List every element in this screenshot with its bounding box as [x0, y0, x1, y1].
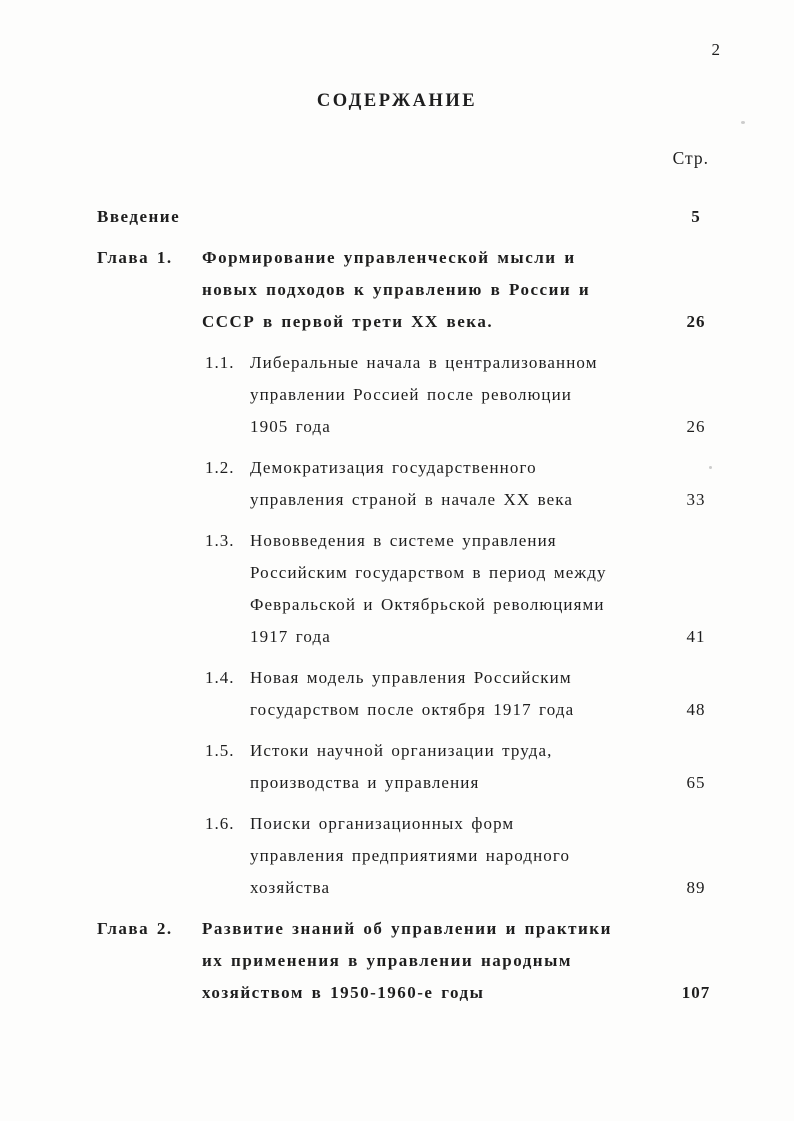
toc-entry-title: Истоки научной организации труда, произво…: [250, 735, 794, 799]
toc-entry-title-line: Развитие знаний об управлении и практики: [202, 919, 612, 938]
scan-speck: [709, 466, 712, 469]
toc-entry-label: 1.4.: [205, 668, 235, 687]
toc-entry-page: 33: [686, 490, 706, 509]
toc-entry-page: 48: [686, 700, 706, 719]
toc-entry-label: Глава 1.: [97, 248, 173, 267]
toc-entry-page: 26: [686, 312, 706, 331]
toc-entry-title-line: Нововведения в системе управления: [250, 531, 557, 550]
toc-entry-page: 26: [686, 417, 706, 436]
toc-entry-label: 1.5.: [205, 741, 235, 760]
toc-entry-title: Развитие знаний об управлении и практики…: [202, 913, 794, 1009]
toc-entry: 1.3. Нововведения в системе управления Рос…: [0, 525, 794, 653]
toc-entry-title: Либеральные начала в централизованном упр…: [250, 347, 794, 443]
toc-entry-title-line: Российским государством в период между: [250, 563, 607, 582]
toc-entry-title-line: управления предприятиями народного: [250, 846, 571, 865]
toc-entry-page: 107: [681, 983, 711, 1002]
toc-entry-page: 41: [686, 627, 706, 646]
toc-entry: Введение 5: [0, 201, 794, 233]
toc-entry-title-line: хозяйства: [250, 878, 331, 897]
toc-entry: Глава 1. Формирование управленческой мысл…: [0, 242, 794, 338]
scan-speck: [741, 121, 745, 124]
toc-entry-title-line: хозяйством в 1950-1960-е годы: [202, 983, 485, 1002]
page-column-header: Стр.: [672, 148, 709, 168]
toc-entry: 1.2. Демократизация государственного управ…: [0, 452, 794, 516]
table-of-contents: Введение 5 Глава 1. Формирование управленче…: [0, 201, 794, 1018]
toc-entry: Глава 2. Развитие знаний об управлении и …: [0, 913, 794, 1009]
toc-entry-page: 5: [691, 207, 701, 226]
toc-entry-title-line: управления страной в начале XX века: [250, 490, 573, 509]
toc-entry-label: Введение: [97, 207, 181, 226]
toc-entry-title-line: новых подходов к управлению в России и: [202, 280, 591, 299]
toc-entry-title-line: СССР в первой трети XX века.: [202, 312, 494, 331]
toc-entry-title-line: Истоки научной организации труда,: [250, 741, 553, 760]
toc-entry-title-line: управлении Россией после революции: [250, 385, 573, 404]
toc-entry: 1.5. Истоки научной организации труда, про…: [0, 735, 794, 799]
toc-entry-title-line: Формирование управленческой мысли и: [202, 248, 576, 267]
toc-entry-title-line: государством после октября 1917 года: [250, 700, 575, 719]
toc-entry: 1.1. Либеральные начала в централизованно…: [0, 347, 794, 443]
toc-entry-label: Глава 2.: [97, 919, 173, 938]
toc-entry-page: 65: [686, 773, 706, 792]
toc-entry: 1.6. Поиски организационных форм управлени…: [0, 808, 794, 904]
toc-entry: 1.4. Новая модель управления Российским го…: [0, 662, 794, 726]
toc-entry-title-line: их применения в управлении народным: [202, 951, 572, 970]
toc-entry-title: Новая модель управления Российским госуда…: [250, 662, 794, 726]
toc-entry-title-line: производства и управления: [250, 773, 480, 792]
toc-entry-title-line: Поиски организационных форм: [250, 814, 515, 833]
toc-entry-title-line: 1917 года: [250, 627, 331, 646]
toc-entry-title-line: 1905 года: [250, 417, 331, 436]
toc-entry-title-line: Новая модель управления Российским: [250, 668, 572, 687]
toc-entry-title: Демократизация государственного управлени…: [250, 452, 794, 516]
toc-entry-title: Нововведения в системе управления Российс…: [250, 525, 794, 653]
page-number: 2: [711, 40, 721, 59]
toc-entry-label: 1.3.: [205, 531, 235, 550]
toc-entry-page: 89: [686, 878, 706, 897]
toc-entry-label: 1.6.: [205, 814, 235, 833]
toc-entry-title-line: Либеральные начала в централизованном: [250, 353, 598, 372]
toc-entry-title: Поиски организационных форм управления пр…: [250, 808, 794, 904]
toc-entry-title: Формирование управленческой мысли и новых…: [202, 242, 794, 338]
toc-entry-label: 1.2.: [205, 458, 235, 477]
page-title: СОДЕРЖАНИЕ: [316, 91, 478, 111]
toc-entry-title-line: Демократизация государственного: [250, 458, 537, 477]
toc-entry-title-line: Февральской и Октябрьской революциями: [250, 595, 605, 614]
toc-entry-label: 1.1.: [205, 353, 235, 372]
